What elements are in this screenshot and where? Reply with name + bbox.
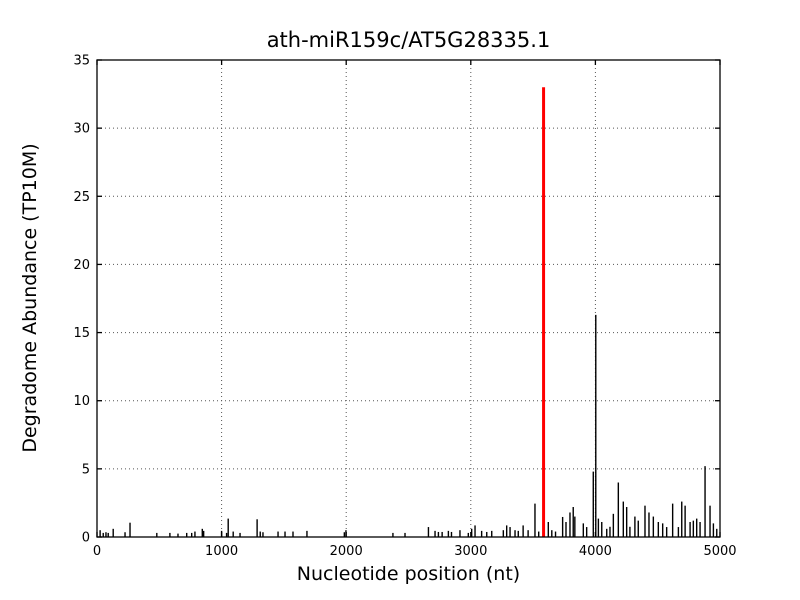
tick-labels: 0 1000 2000 3000 4000 5000 0 5 10 15 20 25 30 35: [73, 54, 736, 560]
y-tick-label: 35: [73, 54, 90, 69]
axis-ticks: [96, 59, 721, 538]
x-tick-label: 2000: [330, 544, 363, 559]
y-tick-label: 20: [73, 258, 90, 273]
x-tick-label: 3000: [454, 544, 487, 559]
y-tick-label: 30: [73, 122, 90, 137]
x-axis-label: Nucleotide position (nt): [296, 563, 521, 585]
y-tick-label: 15: [73, 326, 90, 341]
degradome-spikes: [99, 314, 718, 537]
x-tick-label: 4000: [579, 544, 612, 559]
chart-title: ath-miR159c/AT5G28335.1: [266, 28, 551, 52]
y-tick-label: 5: [82, 462, 90, 477]
y-tick-label: 25: [73, 190, 90, 205]
plot-frame: [96, 59, 721, 538]
x-tick-label: 0: [93, 544, 101, 559]
x-tick-label: 5000: [703, 544, 736, 559]
y-tick-label: 0: [82, 531, 90, 546]
x-tick-label: 1000: [205, 544, 238, 559]
plot-grid: [97, 60, 720, 537]
y-tick-label: 10: [73, 394, 90, 409]
